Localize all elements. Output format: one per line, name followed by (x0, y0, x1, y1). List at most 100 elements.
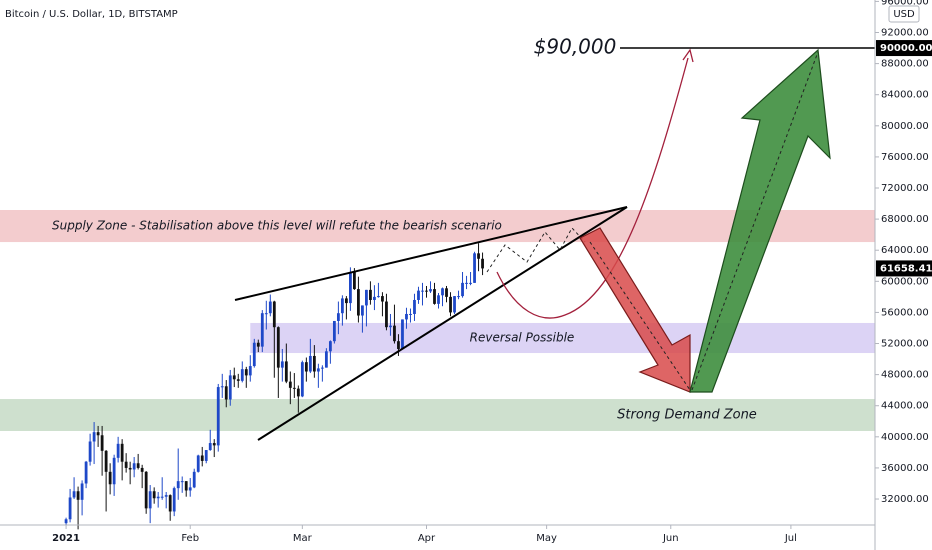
candle-body (469, 282, 472, 284)
candle-body (208, 443, 212, 451)
candle-body (176, 481, 180, 489)
candles (64, 243, 484, 530)
candle-body (152, 491, 156, 499)
x-tick-label: Apr (418, 533, 436, 544)
candle-body (349, 271, 352, 304)
candle-body (320, 367, 324, 369)
candle-body (369, 289, 372, 300)
candle-body (144, 471, 148, 509)
bearish-arrow (579, 227, 691, 393)
candle-body (316, 368, 320, 372)
candle-body (184, 481, 188, 491)
y-tick-label: 36000.00 (881, 463, 929, 474)
candle-body (365, 289, 368, 306)
y-tick-label: 56000.00 (881, 307, 929, 318)
price-label: 61658.41 (880, 263, 932, 274)
candle-body (481, 258, 484, 269)
y-tick-label: 44000.00 (881, 401, 929, 412)
upper-trendline (234, 206, 628, 301)
zones: Supply Zone - Stabilisation above this l… (0, 210, 876, 431)
candle-body (228, 375, 232, 400)
y-tick-label: 92000.00 (881, 28, 929, 39)
candle-body (421, 290, 424, 292)
y-tick-label: 72000.00 (881, 183, 929, 194)
candle-body (244, 369, 248, 376)
candle-body (164, 495, 168, 497)
candle-body (252, 342, 256, 367)
candle-body (324, 351, 328, 368)
y-tick-label: 40000.00 (881, 432, 929, 443)
candle-body (425, 290, 428, 292)
y-tick-label: 52000.00 (881, 339, 929, 350)
candle-body (433, 289, 436, 304)
candle-body (92, 432, 96, 442)
candle-body (340, 298, 344, 314)
drawings (234, 48, 831, 441)
candle-body (120, 443, 124, 462)
candle-body (84, 461, 88, 484)
candle-body (108, 471, 112, 485)
curve-arrowhead (682, 48, 694, 63)
y-tick-label: 88000.00 (881, 59, 929, 70)
candle-body (272, 301, 276, 328)
candle-body (148, 491, 152, 509)
candle-body (80, 483, 84, 500)
candle-body (308, 355, 312, 372)
candle-body (465, 282, 468, 284)
candle-body (116, 443, 120, 458)
zone (0, 210, 875, 243)
candle-body (88, 441, 92, 462)
candle-body (136, 463, 140, 468)
candle-body (296, 388, 300, 397)
candle-body (312, 355, 316, 372)
candle-body (473, 253, 476, 283)
candle-body (256, 342, 260, 347)
bullish-arrow (689, 48, 831, 393)
candle-body (393, 325, 396, 342)
candle-body (353, 271, 356, 290)
candle-body (248, 366, 252, 376)
candle-body (449, 296, 452, 313)
chart-title: Bitcoin / U.S. Dollar, 1D, BITSTAMP (5, 9, 178, 20)
y-tick-label: 64000.00 (881, 245, 929, 256)
candle-body (156, 496, 160, 499)
candle-body (96, 432, 100, 436)
candle-body (332, 320, 336, 342)
candle-body (180, 481, 184, 483)
candle-body (300, 362, 304, 397)
candle-body (461, 282, 464, 297)
candle-body (344, 298, 348, 304)
candle-body (361, 305, 364, 316)
candle-body (409, 313, 412, 315)
candle-body (72, 491, 76, 498)
candle-body (441, 288, 444, 296)
candle-body (196, 455, 200, 472)
candle-body (132, 463, 136, 470)
candle-body (188, 487, 192, 491)
candle-body (264, 313, 268, 315)
candle-body (292, 387, 296, 389)
candle-body (288, 381, 292, 388)
y-tick-label: 60000.00 (881, 276, 929, 287)
y-tick-label: 76000.00 (881, 152, 929, 163)
candle-body (260, 313, 264, 347)
zone-label: Reversal Possible (470, 330, 575, 344)
axis-labels: 32000.00 36000.00 40000.00 44000.00 48000.00… (52, 0, 932, 544)
candle-body (304, 362, 308, 372)
candle-body (236, 379, 240, 381)
candle-body (385, 301, 388, 328)
y-tick-label: 80000.00 (881, 121, 929, 132)
x-tick-label: Feb (181, 533, 199, 544)
candle-body (172, 488, 176, 512)
candle-body (224, 386, 228, 400)
candle-body (124, 461, 128, 468)
candle-body (437, 295, 440, 304)
candle-body (220, 386, 224, 388)
candle-body (401, 319, 404, 349)
candle-body (232, 375, 236, 380)
candle-body (76, 491, 80, 500)
candle-body (453, 296, 456, 313)
candle-body (457, 296, 460, 298)
candle-body (140, 467, 144, 472)
